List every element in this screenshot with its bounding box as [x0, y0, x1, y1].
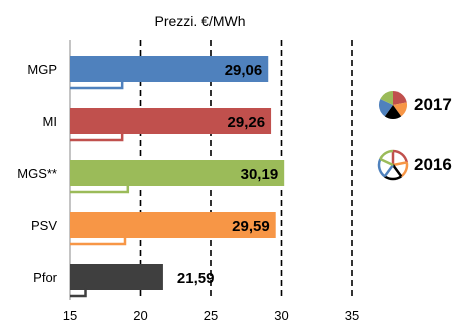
- pie-spoke: [391, 164, 403, 178]
- bar-2016: [70, 236, 127, 246]
- bar-2017: [70, 264, 163, 290]
- x-tick-label: 35: [345, 308, 359, 323]
- legend-label-2016: 2016: [414, 155, 452, 174]
- pie-spoke: [379, 157, 394, 167]
- outline-pie-icon: [377, 149, 409, 181]
- value-label: 29,26: [228, 114, 266, 131]
- pie-arc: [379, 149, 394, 160]
- pie-slice: [384, 105, 402, 119]
- x-tick-label: 30: [274, 308, 288, 323]
- bars-group: 29,06 29,26 30,19 29,59 21,59: [70, 56, 285, 298]
- value-label: 29,59: [232, 218, 270, 235]
- pie-slice: [393, 91, 407, 105]
- value-label: 29,06: [225, 62, 263, 79]
- pie-spoke: [383, 164, 395, 178]
- x-tick-labels: 15 20 25 30 35: [63, 308, 359, 323]
- bar-2016: [70, 132, 124, 142]
- x-tick-label: 25: [204, 308, 218, 323]
- value-label: 30,19: [241, 166, 279, 183]
- bar-2017: [70, 56, 269, 82]
- chart-title: Prezzi. €/MWh: [154, 13, 245, 29]
- category-label: MI: [43, 114, 57, 129]
- pie-spoke: [392, 161, 407, 167]
- legend-label-2017: 2017: [414, 95, 452, 114]
- pie-slice: [379, 99, 393, 117]
- filled-pie-icon: [379, 91, 407, 119]
- legend-item-2017: 2017: [376, 88, 452, 122]
- legend-item-2016: 2016: [376, 148, 452, 182]
- pie-slice: [393, 102, 407, 117]
- category-label: PSV: [31, 218, 57, 233]
- y-category-labels: MGP MI MGS** PSV Pfor: [17, 62, 57, 285]
- pie-arc: [384, 175, 402, 181]
- bar-2017: [70, 212, 276, 238]
- value-label: 21,59: [177, 270, 215, 287]
- x-tick-label: 20: [133, 308, 147, 323]
- bar-2016: [70, 184, 130, 194]
- bar-2016: [70, 80, 124, 90]
- x-tick-label: 15: [63, 308, 77, 323]
- bar-2016: [70, 288, 87, 298]
- pie-arc: [392, 149, 408, 163]
- bar-2017: [70, 108, 272, 134]
- category-label: MGS**: [17, 166, 57, 181]
- category-label: Pfor: [33, 270, 58, 285]
- pie-slice: [380, 91, 393, 105]
- category-label: MGP: [27, 62, 57, 77]
- pie-arc: [377, 158, 386, 178]
- bar-2017: [70, 160, 285, 186]
